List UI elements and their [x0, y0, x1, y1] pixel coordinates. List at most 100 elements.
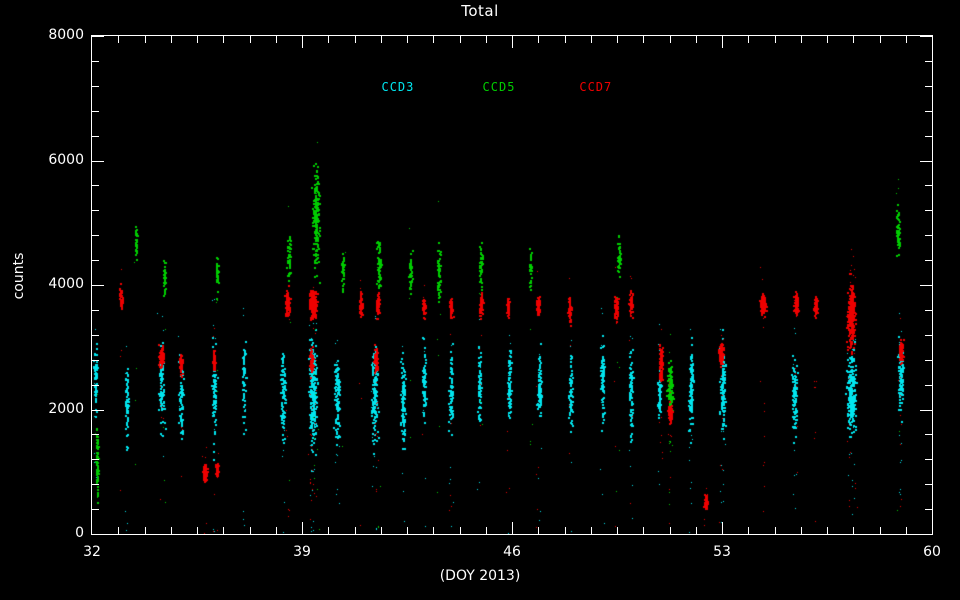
tick-mark [880, 527, 881, 534]
scatter-plot-area [92, 36, 932, 534]
tick-mark [925, 260, 932, 261]
tick-mark [460, 36, 461, 43]
tick-mark [696, 36, 697, 43]
tick-mark [407, 36, 408, 43]
tick-mark [925, 385, 932, 386]
tick-mark [920, 410, 932, 411]
tick-mark [302, 522, 303, 534]
tick-mark [591, 527, 592, 534]
y-tick-label: 0 [75, 525, 84, 541]
tick-mark [538, 527, 539, 534]
legend-item-ccd7: CCD7 [579, 80, 613, 94]
y-tick-label: 6000 [48, 151, 84, 168]
tick-mark [925, 86, 932, 87]
tick-mark [827, 527, 828, 534]
tick-mark [925, 509, 932, 510]
tick-mark [920, 534, 932, 535]
tick-mark [197, 36, 198, 43]
tick-mark [925, 434, 932, 435]
tick-mark [118, 527, 119, 534]
tick-mark [925, 484, 932, 485]
tick-mark [223, 527, 224, 534]
tick-mark [171, 36, 172, 43]
tick-mark [171, 527, 172, 534]
tick-mark [92, 310, 99, 311]
tick-mark [92, 235, 99, 236]
tick-mark [748, 527, 749, 534]
tick-mark [748, 36, 749, 43]
tick-mark [433, 36, 434, 43]
tick-mark [92, 385, 99, 386]
tick-mark [92, 111, 99, 112]
tick-mark [670, 36, 671, 43]
tick-mark [92, 285, 104, 286]
tick-mark [617, 527, 618, 534]
tick-mark [853, 36, 854, 43]
tick-mark [92, 459, 99, 460]
tick-mark [92, 260, 99, 261]
tick-mark [801, 527, 802, 534]
scatter-canvas [92, 36, 932, 534]
tick-mark [538, 36, 539, 43]
x-tick-label: 39 [293, 544, 311, 560]
tick-mark [92, 410, 104, 411]
tick-mark [355, 36, 356, 43]
tick-mark [381, 36, 382, 43]
tick-mark [512, 36, 513, 48]
tick-mark [302, 36, 303, 48]
tick-mark [92, 360, 99, 361]
tick-mark [775, 527, 776, 534]
tick-mark [925, 310, 932, 311]
tick-mark [486, 527, 487, 534]
x-tick-label: 60 [923, 544, 941, 560]
tick-mark [853, 527, 854, 534]
tick-mark [925, 360, 932, 361]
tick-mark [925, 459, 932, 460]
tick-mark [92, 210, 99, 211]
tick-mark [643, 527, 644, 534]
tick-mark [92, 36, 104, 37]
tick-mark [925, 235, 932, 236]
tick-mark [92, 161, 104, 162]
x-tick-label: 32 [83, 544, 101, 560]
tick-mark [92, 484, 99, 485]
tick-mark [920, 36, 932, 37]
plot-frame [91, 35, 933, 535]
tick-mark [92, 335, 99, 336]
tick-mark [512, 522, 513, 534]
y-tick-label: 4000 [48, 276, 84, 292]
y-tick-label: 8000 [48, 27, 84, 43]
tick-mark [92, 185, 99, 186]
tick-mark [670, 527, 671, 534]
tick-mark [906, 36, 907, 43]
tick-mark [643, 36, 644, 43]
tick-mark [827, 36, 828, 43]
tick-mark [92, 534, 104, 535]
tick-mark [486, 36, 487, 43]
tick-mark [145, 527, 146, 534]
tick-mark [696, 527, 697, 534]
y-axis-title: counts [11, 252, 27, 300]
y-tick-label: 2000 [48, 400, 84, 417]
tick-mark [565, 36, 566, 43]
legend-item-ccd5: CCD5 [482, 80, 516, 94]
chart-title: Total [461, 2, 499, 20]
tick-mark [407, 527, 408, 534]
tick-mark [880, 36, 881, 43]
tick-mark [925, 136, 932, 137]
tick-mark [591, 36, 592, 43]
tick-mark [92, 86, 99, 87]
tick-mark [223, 36, 224, 43]
x-tick-label: 53 [713, 544, 731, 560]
tick-mark [92, 136, 99, 137]
tick-mark [328, 36, 329, 43]
tick-mark [250, 527, 251, 534]
tick-mark [801, 36, 802, 43]
tick-mark [355, 527, 356, 534]
tick-mark [433, 527, 434, 534]
tick-mark [775, 36, 776, 43]
tick-mark [118, 36, 119, 43]
tick-mark [920, 285, 932, 286]
tick-mark [906, 527, 907, 534]
tick-mark [722, 522, 723, 534]
